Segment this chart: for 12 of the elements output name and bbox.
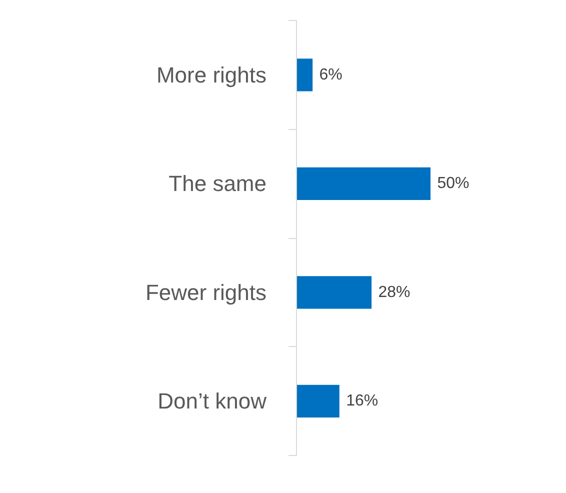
data-label: 16% <box>346 392 378 410</box>
y-tick-label: The same <box>168 171 267 196</box>
data-label: 28% <box>378 284 410 301</box>
bar <box>296 58 313 92</box>
bar <box>296 167 431 200</box>
y-tick-label: Fewer rights <box>145 280 267 305</box>
y-tick-label: Don’t know <box>158 388 267 414</box>
data-label: 50% <box>437 175 470 192</box>
data-label: 6% <box>319 66 342 84</box>
y-tick-label: More rights <box>156 62 267 88</box>
bar <box>296 276 372 309</box>
bar <box>296 384 340 418</box>
